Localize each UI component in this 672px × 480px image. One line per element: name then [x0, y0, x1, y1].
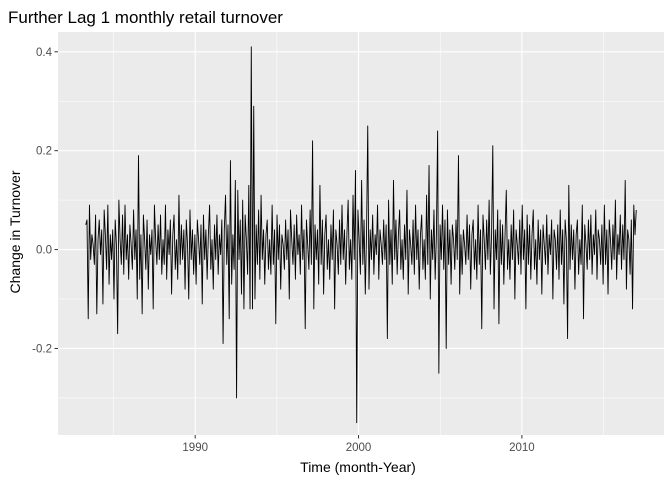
y-axis: -0.2 0.0 0.2 0.4: [32, 47, 58, 355]
y-tick-label: 0.2: [36, 146, 52, 158]
series-layer: [85, 46, 637, 424]
y-axis-title: Change in Turnover: [7, 170, 23, 293]
series-line: [85, 46, 637, 424]
x-axis: 1990 2000 2010: [182, 435, 535, 454]
x-axis-title: Time (month-Year): [300, 459, 416, 475]
chart-title: Further Lag 1 monthly retail turnover: [8, 8, 283, 27]
x-tick-label: 2010: [509, 442, 535, 454]
y-tick-label: 0.4: [36, 47, 53, 59]
x-tick-label: 1990: [182, 442, 208, 454]
x-tick-label: 2000: [346, 442, 372, 454]
y-tick-label: 0.0: [36, 245, 52, 257]
y-tick-label: -0.2: [32, 343, 52, 355]
